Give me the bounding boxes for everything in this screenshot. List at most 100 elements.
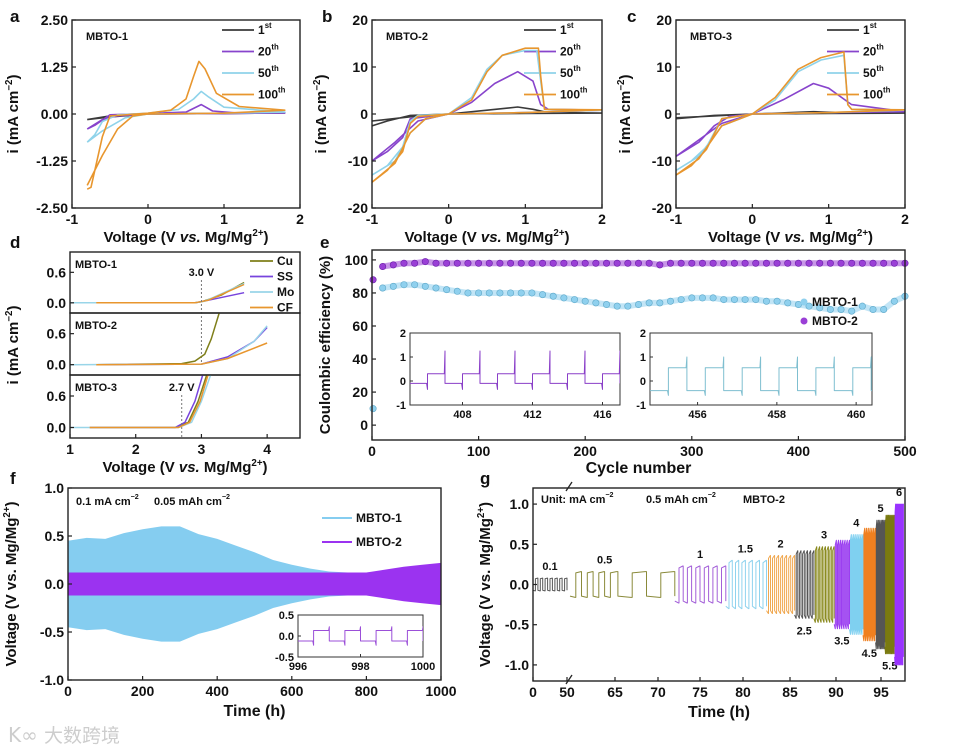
scatter-point bbox=[528, 259, 536, 267]
scatter-point bbox=[666, 297, 674, 305]
x-axis-label-part: ) bbox=[565, 229, 570, 246]
y-tick-label: -1 bbox=[636, 400, 646, 412]
scatter-point bbox=[411, 281, 419, 289]
x-axis-label-part: Voltage (V bbox=[708, 229, 784, 246]
scatter-point bbox=[539, 291, 547, 299]
y-tick-label: 0.5 bbox=[45, 528, 65, 544]
y-axis-label: i (mA cm−2) bbox=[616, 75, 634, 154]
scatter-point bbox=[571, 259, 579, 267]
scatter-point bbox=[603, 259, 611, 267]
inset-f-trace bbox=[298, 626, 423, 646]
y-axis-label-part: 2+ bbox=[2, 506, 13, 517]
y-axis-label-part: Coulombic efficiency (%) bbox=[317, 256, 334, 434]
scatter-point bbox=[379, 284, 387, 292]
x-axis-label: Time (h) bbox=[224, 703, 286, 720]
scatter-point bbox=[826, 305, 834, 313]
x-tick-label: 85 bbox=[782, 684, 798, 700]
scatter-point bbox=[432, 284, 440, 292]
y-tick-label: -0.5 bbox=[40, 624, 64, 640]
x-tick-label: 200 bbox=[574, 443, 598, 459]
y-tick-label: 0.5 bbox=[510, 536, 530, 552]
scatter-point bbox=[624, 259, 632, 267]
scatter-point bbox=[475, 259, 483, 267]
y-tick-label: 0.0 bbox=[47, 295, 67, 311]
y-axis-label-part: ) bbox=[3, 501, 20, 506]
x-tick-label: 200 bbox=[131, 683, 155, 699]
legend-label: 1st bbox=[560, 21, 574, 37]
legend-label-part: th bbox=[271, 64, 279, 73]
x-axis-label-part: Mg/Mg bbox=[502, 229, 554, 246]
legend-label-part: 100 bbox=[560, 88, 580, 102]
current-label: 2.5 bbox=[797, 625, 812, 637]
voltage-trace-0.1 bbox=[532, 577, 568, 592]
scatter-point bbox=[645, 299, 653, 307]
capacity-annotation: 0.5 mAh cm−2 bbox=[646, 491, 716, 506]
legend-label-part: 50 bbox=[863, 66, 877, 80]
y-tick-label: 0.6 bbox=[47, 326, 67, 342]
voltage-trace-3.5 bbox=[833, 539, 850, 630]
scatter-point bbox=[826, 259, 834, 267]
scatter-point bbox=[773, 297, 781, 305]
x-axis-label-part: vs. bbox=[481, 229, 502, 246]
scatter-point bbox=[858, 259, 866, 267]
x-axis-label-part: 2+ bbox=[251, 458, 262, 469]
y-axis-label-part: −2 bbox=[616, 79, 627, 91]
scatter-point bbox=[741, 296, 749, 304]
y-tick-label: 0 bbox=[360, 417, 368, 433]
y-tick-label: -1.0 bbox=[40, 672, 64, 688]
sample-label: MBTO-2 bbox=[386, 31, 428, 43]
series-band-MBTO-2 bbox=[382, 258, 905, 270]
inset-mbto1-trace bbox=[650, 356, 872, 396]
y-axis-label: Voltage (V vs. Mg/Mg2+) bbox=[2, 501, 20, 666]
legend-label: 1st bbox=[258, 21, 272, 37]
legend-label-part: 20 bbox=[863, 45, 877, 59]
x-tick-label: 460 bbox=[847, 409, 865, 421]
legend-label-part: th bbox=[580, 86, 588, 95]
lsv-curve-Mo bbox=[70, 282, 245, 304]
y-axis-label: i (mA cm−2) bbox=[4, 75, 22, 154]
x-tick-label: 2 bbox=[901, 211, 909, 227]
y-tick-label: 40 bbox=[352, 351, 368, 367]
capacity-annotation-part: 0.5 mAh cm bbox=[646, 494, 708, 506]
x-axis-label-part: vs. bbox=[784, 229, 805, 246]
y-tick-label: 0.0 bbox=[45, 576, 65, 592]
sample-label: MBTO-3 bbox=[75, 382, 117, 394]
lsv-curve-Cu bbox=[96, 281, 245, 304]
x-tick-label: 65 bbox=[607, 684, 623, 700]
scatter-point bbox=[496, 259, 504, 267]
scatter-point bbox=[762, 297, 770, 305]
legend-label: 50th bbox=[560, 64, 581, 80]
y-axis-label: Coulombic efficiency (%) bbox=[317, 256, 334, 434]
current-label: 0.5 bbox=[597, 555, 612, 567]
y-axis-label-part: −2 bbox=[4, 79, 15, 91]
scatter-point bbox=[869, 259, 877, 267]
x-tick-label: 412 bbox=[523, 409, 541, 421]
x-axis-label-part: Voltage (V bbox=[404, 229, 480, 246]
cv-curve-100th bbox=[86, 60, 286, 190]
y-tick-label: 10 bbox=[352, 59, 368, 75]
cv-curve-100th bbox=[372, 47, 602, 183]
scatter-point bbox=[581, 259, 589, 267]
legend-label: 100th bbox=[560, 86, 588, 102]
scatter-point bbox=[581, 297, 589, 305]
x-tick-label: -1 bbox=[66, 211, 79, 227]
x-axis-label-part: Cycle number bbox=[586, 460, 692, 477]
y-tick-label: 0.0 bbox=[47, 420, 67, 436]
scatter-point bbox=[389, 282, 397, 290]
x-axis-label-part: 2+ bbox=[252, 228, 263, 239]
x-axis-label-part: Mg/Mg bbox=[200, 459, 252, 476]
x-tick-label: 50 bbox=[559, 684, 575, 700]
y-tick-label: 60 bbox=[352, 318, 368, 334]
y-tick-label: -10 bbox=[652, 153, 672, 169]
scatter-point bbox=[571, 296, 579, 304]
sample-label: MBTO-2 bbox=[743, 494, 785, 506]
y-tick-label: 0.6 bbox=[47, 264, 67, 280]
scatter-point bbox=[634, 259, 642, 267]
y-tick-label: 0.00 bbox=[41, 106, 68, 122]
x-tick-label: 996 bbox=[289, 661, 307, 673]
voltage-envelope-MBTO-2 bbox=[68, 562, 441, 606]
x-tick-label: 600 bbox=[280, 683, 304, 699]
scatter-point bbox=[453, 287, 461, 295]
y-axis-label: i (mA cm−2) bbox=[4, 306, 22, 385]
x-axis-label: Voltage (V vs. Mg/Mg2+) bbox=[102, 458, 267, 476]
